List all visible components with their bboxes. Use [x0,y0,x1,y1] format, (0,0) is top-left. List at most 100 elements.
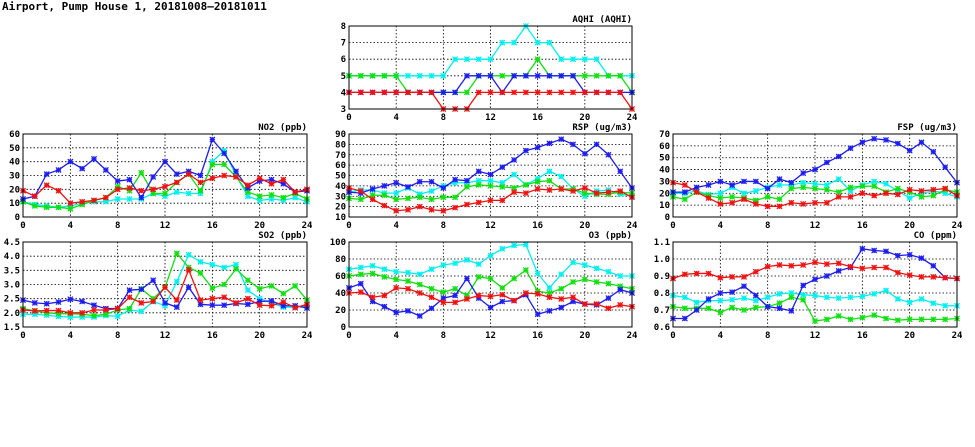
data-point [752,268,759,275]
point-marker [463,177,470,184]
point-box [753,298,759,303]
point-box [741,190,747,196]
point-marker [729,304,736,311]
data-point [511,39,518,46]
point-box [370,294,375,300]
data-point [197,187,204,194]
point-marker [487,275,494,282]
data-point [800,200,807,207]
data-point [729,304,736,311]
point-box [777,176,782,182]
data-point [428,196,435,203]
point-marker [812,292,818,299]
point-box [115,178,120,184]
chart-title: SO2 (ppb) [258,231,307,241]
data-point [918,187,925,194]
point-box [210,262,215,267]
point-marker [162,190,168,197]
data-point [546,39,553,46]
data-point [393,72,400,79]
point-box [488,56,493,62]
point-box [594,142,599,147]
point-marker [605,89,612,96]
point-box [221,282,227,287]
point-marker [681,305,688,312]
point-box [417,282,423,287]
data-point [91,312,97,319]
data-point [788,179,795,186]
y-tick-label: 80 [335,140,346,150]
data-point [43,204,50,211]
data-point [764,294,771,301]
point-marker [593,190,600,197]
point-box [706,271,711,276]
data-point [918,255,925,262]
point-box [582,185,588,191]
point-box [931,317,936,322]
data-point [871,183,878,190]
point-marker [487,197,494,204]
point-marker [522,290,529,296]
point-box [382,304,387,309]
point-box [919,296,924,302]
point-marker [369,192,376,199]
data-point [705,195,712,202]
point-marker [452,204,459,211]
point-box [186,171,191,177]
data-point [185,190,192,197]
data-point [499,291,506,298]
data-point [428,294,435,301]
x-tick-label: 24 [627,331,638,341]
point-box [476,200,482,205]
data-point [463,275,470,282]
data-point [741,307,747,313]
point-marker [717,290,724,296]
data-point [55,187,62,194]
point-marker [221,161,228,168]
point-box [582,151,588,157]
point-marker [102,311,109,318]
point-box [511,90,517,95]
data-point [126,305,133,312]
data-point [487,304,494,311]
point-box [848,194,853,200]
data-point [558,285,565,292]
point-marker [381,72,388,79]
point-marker [487,171,494,178]
data-point [393,89,400,96]
point-box [511,73,517,79]
data-point [67,309,74,316]
point-marker [369,185,376,192]
point-box [198,297,203,303]
data-point [930,186,937,193]
point-marker [197,301,204,308]
point-marker [894,269,901,276]
point-box [558,271,564,277]
data-point [894,317,901,324]
point-box [535,73,540,79]
point-marker [67,314,74,321]
point-marker [570,298,577,305]
point-box [186,252,191,258]
point-marker [173,278,180,285]
point-box [476,274,482,280]
data-point [729,289,736,296]
point-marker [440,89,447,96]
x-tick-label: 4 [393,113,399,123]
point-marker [812,180,818,187]
point-box [606,152,611,158]
point-marker [823,186,830,193]
point-marker [581,276,588,283]
data-point [906,272,913,279]
point-marker [221,264,228,271]
point-marker [440,299,447,306]
data-point [800,282,807,289]
point-box [558,90,564,95]
data-point [43,171,50,178]
point-marker [475,89,482,96]
point-marker [823,199,830,206]
point-box [617,302,623,308]
y-tick-label: 10 [335,213,346,223]
data-point [605,280,612,287]
data-point [918,139,925,146]
